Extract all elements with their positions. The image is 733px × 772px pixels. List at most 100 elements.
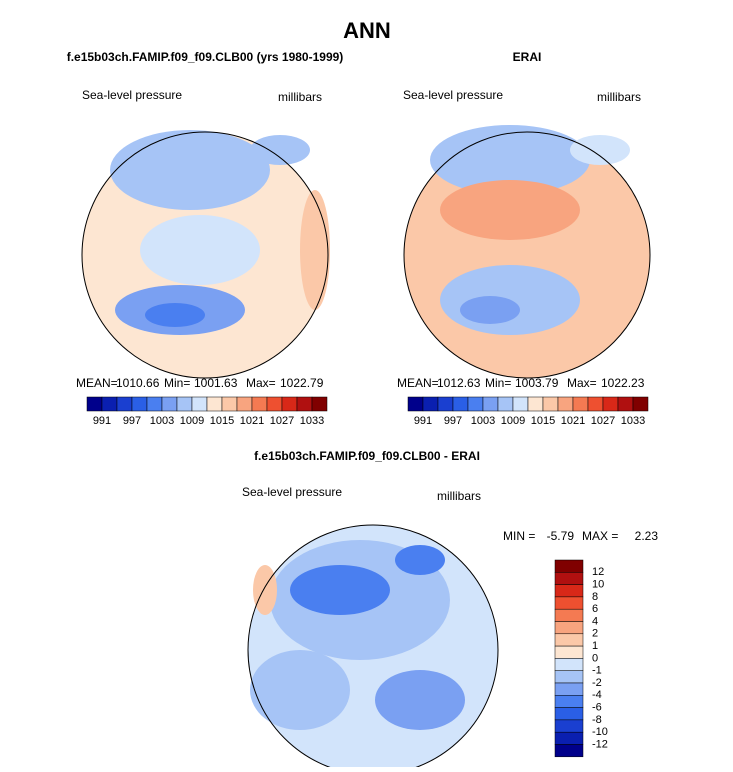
colorbar-box (572, 396, 589, 412)
colorbar-box (554, 572, 584, 585)
colorbar-label: 1033 (621, 415, 645, 427)
colorbar-box (554, 596, 584, 610)
stat-text: Min= (485, 376, 511, 390)
colorbar-label: 1033 (300, 415, 324, 427)
stat-text: MIN = (503, 529, 535, 543)
stat-text: MEAN= (397, 376, 439, 390)
colorbar-label: 997 (444, 415, 462, 427)
colorbar-box (554, 744, 584, 758)
colorbar-label: 1009 (501, 415, 525, 427)
colorbar-box (554, 584, 584, 598)
colorbar-box (101, 396, 118, 412)
colorbar-box (437, 396, 454, 412)
colorbar-box (467, 396, 484, 412)
colorbar-box (557, 396, 574, 412)
stat-text: 1022.79 (280, 376, 324, 390)
panel-title: f.e15b03ch.FAMIP.f09_f09.CLB00 (yrs 1980… (67, 50, 344, 64)
units-label: millibars (437, 489, 481, 503)
colorbar-label: 1027 (591, 415, 615, 427)
stat-text: 1012.63 (437, 376, 481, 390)
map (403, 125, 651, 379)
panel-title: ERAI (513, 50, 542, 64)
colorbar-box (191, 396, 208, 412)
colorbar-label: 1027 (270, 415, 294, 427)
colorbar-box (86, 396, 103, 412)
colorbar-label: -2 (592, 677, 602, 689)
colorbar-box (146, 396, 163, 412)
colorbar-box (554, 682, 584, 696)
colorbar-box (161, 396, 178, 412)
stat-text: 2.23 (635, 529, 659, 543)
stat-text: 1003.79 (515, 376, 559, 390)
colorbar-box (587, 396, 604, 412)
stat-text: Max= (246, 376, 276, 390)
colorbar-box (512, 396, 529, 412)
units-label: millibars (597, 90, 641, 104)
colorbar-box (554, 670, 584, 684)
stat-text: 1001.63 (194, 376, 238, 390)
colorbar-label: 991 (414, 415, 432, 427)
colorbar-label: 991 (93, 415, 111, 427)
colorbar-label: 0 (592, 652, 598, 664)
colorbar-box (554, 608, 584, 622)
stat-text: MAX = (582, 529, 618, 543)
colorbar-label: 2 (592, 628, 598, 640)
colorbar-box (206, 396, 223, 412)
colorbar-box (554, 633, 584, 647)
colorbar-box (452, 396, 469, 412)
colorbar-box (554, 731, 584, 745)
field-label: Sea-level pressure (82, 88, 182, 102)
colorbar-box (602, 396, 619, 412)
colorbar-label: -6 (592, 702, 602, 714)
colorbar-label: 997 (123, 415, 141, 427)
field-label: Sea-level pressure (242, 485, 342, 499)
colorbar-box (311, 396, 328, 412)
stat-text: MEAN= (76, 376, 118, 390)
stat-text: Min= (164, 376, 190, 390)
figure-title: ANN (343, 18, 391, 43)
colorbar-box (176, 396, 193, 412)
colorbar-box (554, 621, 584, 635)
colorbar-box (221, 396, 238, 412)
colorbar-box (131, 396, 148, 412)
colorbar-label: 1021 (240, 415, 264, 427)
colorbar-label: -12 (592, 738, 608, 750)
colorbar-label: 1015 (210, 415, 234, 427)
colorbar-box (251, 396, 268, 412)
colorbar-box (281, 396, 298, 412)
colorbar-box (296, 396, 313, 412)
colorbar-box (554, 559, 584, 573)
map (247, 524, 499, 772)
colorbar-label: 1009 (180, 415, 204, 427)
colorbar-box (527, 396, 544, 412)
colorbar-box (632, 396, 649, 412)
colorbar-box (266, 396, 283, 412)
colorbar-box (542, 396, 559, 412)
colorbar-box (116, 396, 133, 412)
colorbar-label: 6 (592, 603, 598, 615)
colorbar-box (422, 396, 439, 412)
colorbar-box (236, 396, 253, 412)
colorbar-box (407, 396, 424, 412)
colorbar-label: 10 (592, 579, 604, 591)
colorbar-label: 8 (592, 591, 598, 603)
colorbar-box (554, 695, 584, 708)
colorbar-label: -8 (592, 714, 602, 726)
colorbar-label: 1015 (531, 415, 555, 427)
colorbar-label: 4 (592, 615, 598, 627)
panel-title: f.e15b03ch.FAMIP.f09_f09.CLB00 - ERAI (254, 449, 480, 463)
colorbar-label: -10 (592, 726, 608, 738)
units-label: millibars (278, 90, 322, 104)
colorbar-box (497, 396, 514, 412)
colorbar-box (554, 658, 584, 671)
colorbar-label: 12 (592, 566, 604, 578)
colorbar-box (554, 719, 584, 733)
field-label: Sea-level pressure (403, 88, 503, 102)
colorbar-label: -4 (592, 689, 602, 701)
map (81, 130, 330, 379)
colorbar-label: 1003 (150, 415, 174, 427)
colorbar-box (554, 707, 584, 721)
colorbar-label: 1 (592, 640, 598, 652)
stat-text: 1022.23 (601, 376, 645, 390)
